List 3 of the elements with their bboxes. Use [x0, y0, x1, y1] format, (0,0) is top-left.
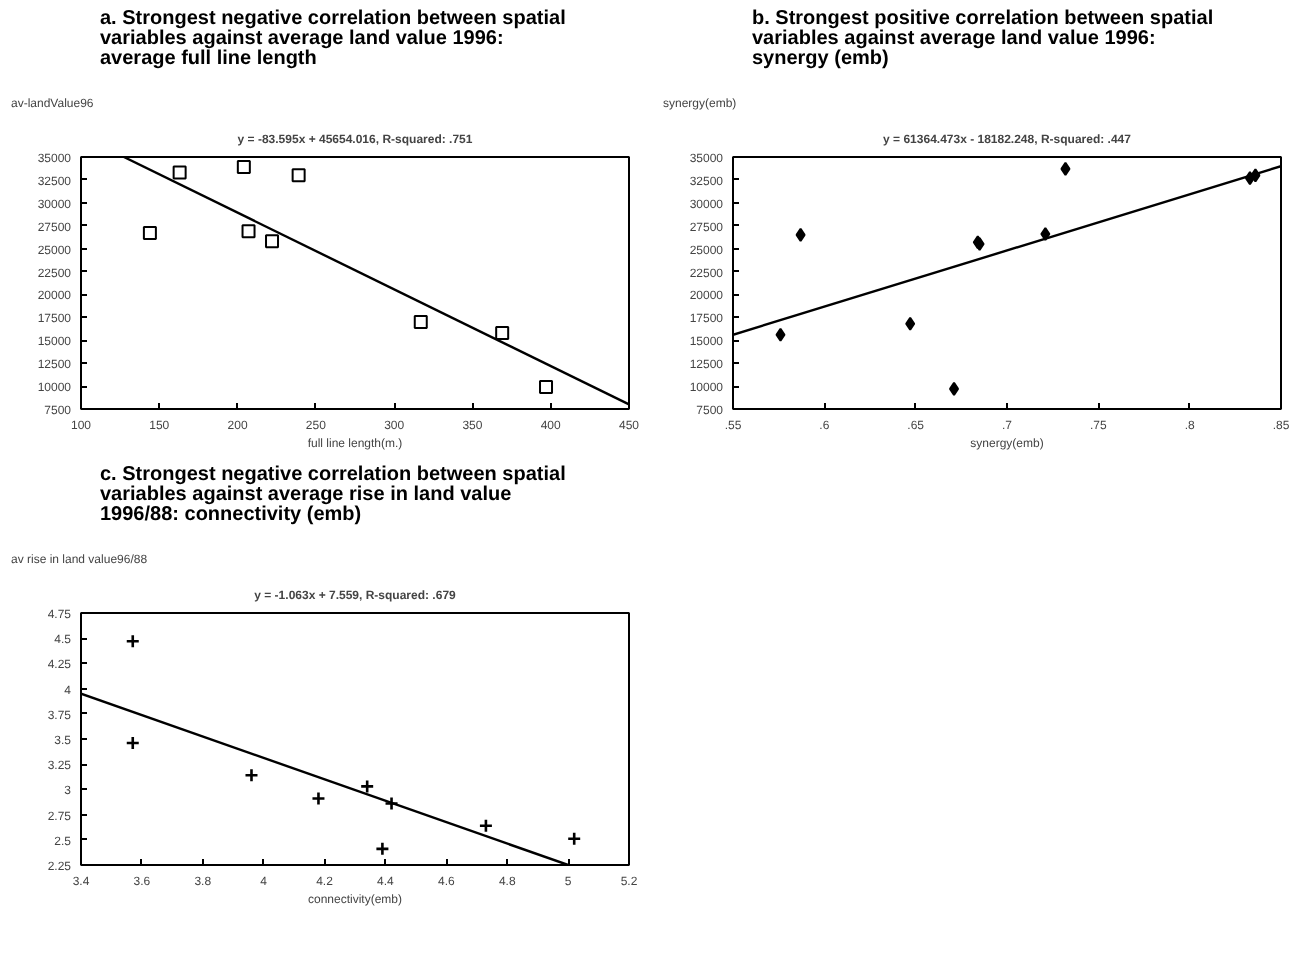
chart-title: a. Strongest negative correlation between spatial variables against average land value 1996: average full line length	[100, 8, 568, 70]
chart-title: b. Strongest positive correlation between spatial variables against average land value 1996: synergy (emb)	[752, 8, 1216, 70]
chart-title: c. Strongest negative correlation between spatial variables against average rise in land value 1996/88: connectivity (emb)	[100, 464, 568, 526]
